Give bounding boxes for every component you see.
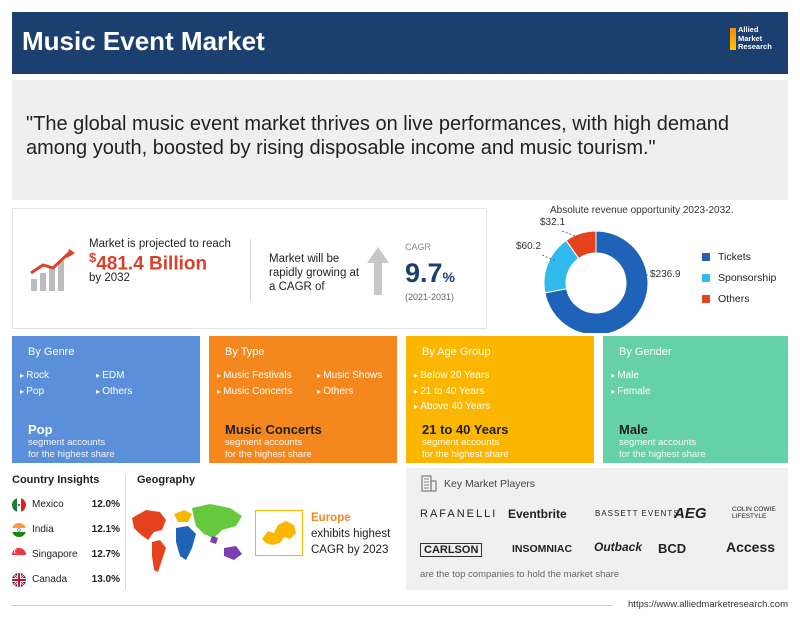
chart-title: Absolute revenue opportunity 2023-2032. xyxy=(550,205,734,216)
page-title: Music Event Market xyxy=(22,26,265,56)
up-arrow-icon xyxy=(367,247,389,295)
type-panel: By Type Music Festivals Music Concerts M… xyxy=(209,336,397,463)
legend-item-tickets: Tickets xyxy=(702,247,776,268)
growth-text: Market will be rapidly growing at a CAGR… xyxy=(269,253,360,293)
list-item: Music Concerts xyxy=(217,384,292,400)
panel-subtext: segment accounts for the highest share xyxy=(619,437,706,460)
footer-url[interactable]: https://www.alliedmarketresearch.com xyxy=(628,599,788,610)
country-row-singapore: Singapore 12.7% xyxy=(12,547,120,563)
stats-divider xyxy=(250,239,251,301)
list-item: 21 to 40 Years xyxy=(414,384,490,400)
legend-item-sponsorship: Sponsorship xyxy=(702,268,776,289)
panel-subtext: segment accounts for the highest share xyxy=(28,437,115,460)
cagr-label: CAGR xyxy=(405,242,432,252)
leader-line xyxy=(561,230,579,238)
list-item: Music Festivals xyxy=(217,368,292,384)
canada-flag-icon xyxy=(12,573,26,587)
quote-text: "The global music event market thrives o… xyxy=(26,113,729,159)
player-logo: COLIN COWIE LIFESTYLE xyxy=(732,506,776,520)
geography-region: Europe xyxy=(311,512,351,524)
list-item: Others xyxy=(96,384,132,400)
quote-box: "The global music event market thrives o… xyxy=(12,80,788,200)
leader-line xyxy=(541,254,557,262)
country-row-india: India 12.1% xyxy=(12,522,120,538)
player-logo: Outback xyxy=(594,540,643,554)
europe-map-icon xyxy=(262,521,296,545)
player-logo: Access xyxy=(726,539,776,555)
projection-value: $481.4 Billion xyxy=(89,250,208,275)
allied-logo: Allied Market Research xyxy=(730,25,782,58)
list-item: Pop xyxy=(20,384,104,400)
panel-title: By Type xyxy=(225,346,265,358)
panel-title: By Age Group xyxy=(422,346,491,358)
chart-legend: Tickets Sponsorship Others xyxy=(702,247,776,310)
market-stats-card: Market is projected to reach $481.4 Bill… xyxy=(12,208,487,329)
header-banner: Music Event Market Allied Market Researc… xyxy=(12,12,788,74)
player-logo: INSOMNIAC xyxy=(512,543,573,555)
india-flag-icon xyxy=(12,523,26,537)
list-item: EDM xyxy=(96,368,132,384)
list-item: Rock xyxy=(20,368,104,384)
geography-title: Geography xyxy=(137,474,196,486)
footer-divider xyxy=(12,605,612,606)
player-logo: BASSETT EVENTS xyxy=(595,509,680,518)
age-group-panel: By Age Group Below 20 Years 21 to 40 Yea… xyxy=(406,336,594,463)
section-divider xyxy=(125,475,126,590)
gender-panel: By Gender Male Female Male segment accou… xyxy=(603,336,788,463)
logo-text: Allied Market Research xyxy=(738,25,772,51)
cagr-period: (2021-2031) xyxy=(405,292,455,302)
panel-title: By Gender xyxy=(619,346,672,358)
singapore-flag-icon xyxy=(12,548,26,562)
country-insights-title: Country Insights xyxy=(12,474,100,486)
panel-subtext: segment accounts for the highest share xyxy=(225,437,312,460)
building-icon xyxy=(421,475,437,492)
panel-subtext: segment accounts for the highest share xyxy=(422,437,509,460)
panel-highlight: Pop xyxy=(28,422,53,437)
list-item: Others xyxy=(317,384,382,400)
panel-title: By Genre xyxy=(28,346,75,358)
player-logo: BCD xyxy=(658,541,687,556)
data-label-tickets: $236.9 xyxy=(650,269,681,280)
key-players-footer: are the top companies to hold the market… xyxy=(420,569,620,580)
panel-highlight: Music Concerts xyxy=(225,422,322,437)
key-players-box: Key Market Players RAFANELLI Eventbrite … xyxy=(406,468,788,590)
donut-svg xyxy=(541,230,649,333)
geography-text: Europe exhibits highest CAGR by 2023 xyxy=(311,512,391,556)
mexico-flag-icon xyxy=(12,498,26,512)
data-label-sponsorship: $60.2 xyxy=(516,241,542,252)
projection-text: Market is projected to reach $481.4 Bill… xyxy=(89,237,239,285)
list-item: Music Shows xyxy=(317,368,382,384)
list-item: Below 20 Years xyxy=(414,368,490,384)
player-logo: AEG xyxy=(674,505,707,522)
cagr-value: 9.7% xyxy=(405,258,455,288)
panel-highlight: Male xyxy=(619,422,648,437)
world-map-icon xyxy=(132,504,242,572)
europe-highlight xyxy=(255,510,303,556)
key-players-title: Key Market Players xyxy=(444,478,536,490)
list-item: Above 40 Years xyxy=(414,399,490,415)
country-row-mexico: Mexico 12.0% xyxy=(12,497,120,513)
panel-highlight: 21 to 40 Years xyxy=(422,422,509,437)
list-item: Male xyxy=(611,368,651,384)
genre-panel: By Genre Rock Pop EDM Others Pop segment… xyxy=(12,336,200,463)
revenue-chart: Absolute revenue opportunity 2023-2032. … xyxy=(500,203,790,333)
player-logo: Eventbrite xyxy=(508,507,567,521)
legend-item-others: Others xyxy=(702,289,776,310)
logo-mark-icon xyxy=(730,28,736,50)
player-logo: RAFANELLI xyxy=(420,508,498,520)
donut-slice-tickets xyxy=(544,230,649,333)
country-row-canada: Canada 13.0% xyxy=(12,572,120,588)
growth-chart-icon xyxy=(30,249,75,291)
list-item: Female xyxy=(611,384,650,400)
player-logo: CARLSON xyxy=(420,543,483,557)
data-label-others: $32.1 xyxy=(540,217,566,228)
